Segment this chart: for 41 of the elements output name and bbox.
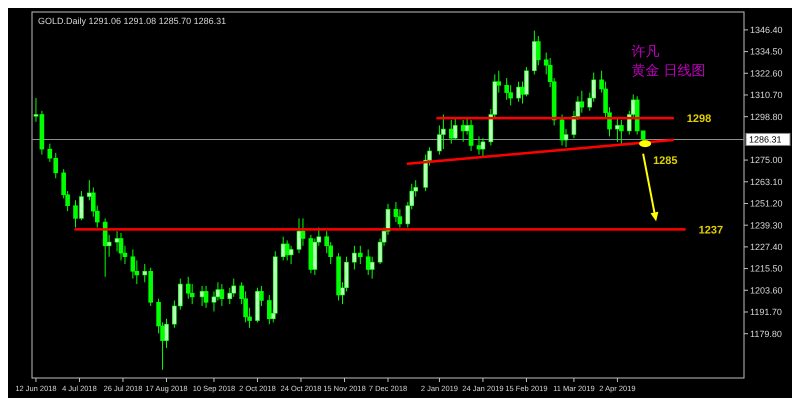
candlestick [619, 119, 624, 146]
y-tick-label: 1298.80 [750, 112, 783, 122]
series-label: 1298 [686, 113, 712, 126]
candlestick [284, 240, 290, 261]
candlestick [366, 248, 371, 276]
candlestick [204, 285, 208, 308]
y-tick-label: 1310.70 [750, 90, 783, 100]
y-tick-label: 1322.60 [750, 68, 783, 78]
y-tick-label: 1275.00 [750, 155, 783, 166]
candlestick [476, 136, 482, 156]
candlestick [300, 218, 306, 246]
candlestick [468, 119, 474, 152]
y-tick-label: 1191.70 [750, 307, 782, 318]
candlestick [516, 81, 521, 102]
y-tick-label: 1215.50 [750, 264, 783, 274]
annotation: 黄金 日线图 [632, 62, 706, 78]
candlestick [615, 118, 620, 142]
candlestick [296, 218, 302, 254]
candlestick [280, 236, 286, 261]
y-tick-label: 1346.40 [750, 25, 783, 36]
y-tick-label: 1239.30 [750, 220, 783, 230]
candlestick [370, 256, 374, 280]
y-tick-label: 1334.50 [750, 46, 783, 57]
annotation: 许凡 [632, 43, 660, 59]
candlestick [288, 245, 294, 265]
y-tick-label: 1251.20 [750, 198, 783, 209]
candlestick [480, 138, 486, 157]
series-label: 1237 [698, 224, 724, 236]
y-tick-label: 1203.60 [750, 285, 783, 296]
candlestick [580, 90, 584, 114]
y-tick-label: 1179.80 [750, 328, 782, 339]
candlestick [114, 230, 120, 252]
candlestick [560, 114, 564, 146]
text: GOLD.Daily 1291.06 1291.08 1285.70 1286.31 [38, 16, 226, 26]
candlestick [220, 284, 224, 306]
y-tick-label: 1263.10 [750, 176, 783, 187]
candlestick [118, 232, 124, 261]
y-tick-label: 1227.40 [750, 242, 783, 252]
candlestick [452, 118, 458, 141]
annotation: 1285 [653, 154, 678, 167]
ref-line-label: 1286.31 [749, 134, 782, 145]
